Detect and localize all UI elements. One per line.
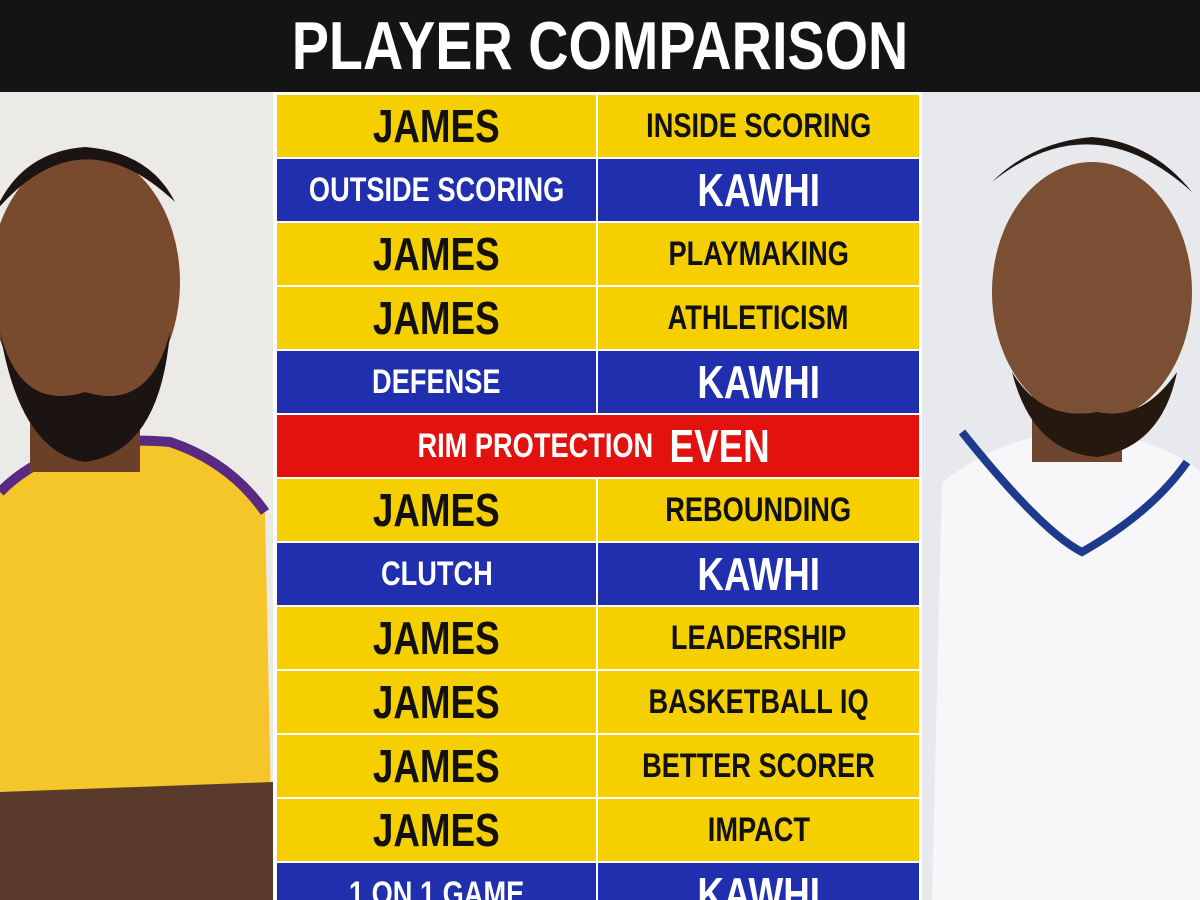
cell-text: BASKETBALL IQ xyxy=(648,682,869,721)
cell-text: KAWHI xyxy=(697,868,820,900)
cell-text: PLAYMAKING xyxy=(668,234,849,273)
winner-cell: JAMES xyxy=(277,287,596,349)
cell-text: IMPACT xyxy=(707,810,810,849)
category-cell: 1 ON 1 GAME xyxy=(277,863,596,900)
category-cell: DEFENSE xyxy=(277,351,596,413)
cell-text: CLUTCH xyxy=(380,554,493,593)
category-cell: ATHLETICISM xyxy=(598,287,919,349)
winner-cell: KAWHI xyxy=(598,543,919,605)
winner-cell: KAWHI xyxy=(598,863,919,900)
cell-text: INSIDE SCORING xyxy=(645,106,872,145)
cell-text: KAWHI xyxy=(697,164,820,216)
cell-text: JAMES xyxy=(373,676,500,728)
cell-text: KAWHI xyxy=(697,356,820,408)
category-cell: PLAYMAKING xyxy=(598,223,919,285)
winner-cell: JAMES xyxy=(277,479,596,541)
winner-cell: JAMES xyxy=(277,607,596,669)
cell-text: DEFENSE xyxy=(372,362,501,401)
winner-cell: KAWHI xyxy=(598,159,919,221)
cell-text: OUTSIDE SCORING xyxy=(308,170,565,209)
right-player-photo xyxy=(922,92,1200,900)
left-player-photo xyxy=(0,92,273,900)
winner-cell: JAMES xyxy=(277,735,596,797)
cell-text: EVEN xyxy=(669,420,771,472)
category-cell: REBOUNDING xyxy=(598,479,919,541)
cell-text: ATHLETICISM xyxy=(668,298,849,337)
winner-cell: JAMES xyxy=(277,95,596,157)
title-bar xyxy=(0,0,1200,92)
winner-cell: JAMES xyxy=(277,671,596,733)
cell-text: JAMES xyxy=(373,100,500,152)
winner-cell: JAMES xyxy=(277,223,596,285)
cell-text: 1 ON 1 GAME xyxy=(348,874,525,900)
merged-row xyxy=(277,415,919,477)
cell-text: JAMES xyxy=(373,228,500,280)
comparison-table: JAMES INSIDE SCORING OUTSIDE SCORING KAWHI J… xyxy=(275,95,921,900)
cell-text: BETTER SCORER xyxy=(642,746,875,785)
cell-text: RIM PROTECTION xyxy=(417,426,653,465)
category-cell: CLUTCH xyxy=(277,543,596,605)
cell-text: JAMES xyxy=(373,292,500,344)
cell-text: JAMES xyxy=(373,804,500,856)
cell-text: KAWHI xyxy=(697,548,820,600)
cell-text: LEADERSHIP xyxy=(670,618,847,657)
cell-text: REBOUNDING xyxy=(665,490,852,529)
title: PLAYER COMPARISON xyxy=(291,8,909,84)
category-cell: BETTER SCORER xyxy=(598,735,919,797)
winner-cell: KAWHI xyxy=(598,351,919,413)
category-cell: BASKETBALL IQ xyxy=(598,671,919,733)
winner-cell: EVEN xyxy=(665,415,775,477)
cell-text: JAMES xyxy=(373,740,500,792)
category-cell: IMPACT xyxy=(598,799,919,861)
category-cell: LEADERSHIP xyxy=(598,607,919,669)
cell-text: JAMES xyxy=(373,484,500,536)
category-cell: RIM PROTECTION xyxy=(395,415,675,477)
category-cell: OUTSIDE SCORING xyxy=(277,159,596,221)
winner-cell: JAMES xyxy=(277,799,596,861)
cell-text: JAMES xyxy=(373,612,500,664)
category-cell: INSIDE SCORING xyxy=(598,95,919,157)
